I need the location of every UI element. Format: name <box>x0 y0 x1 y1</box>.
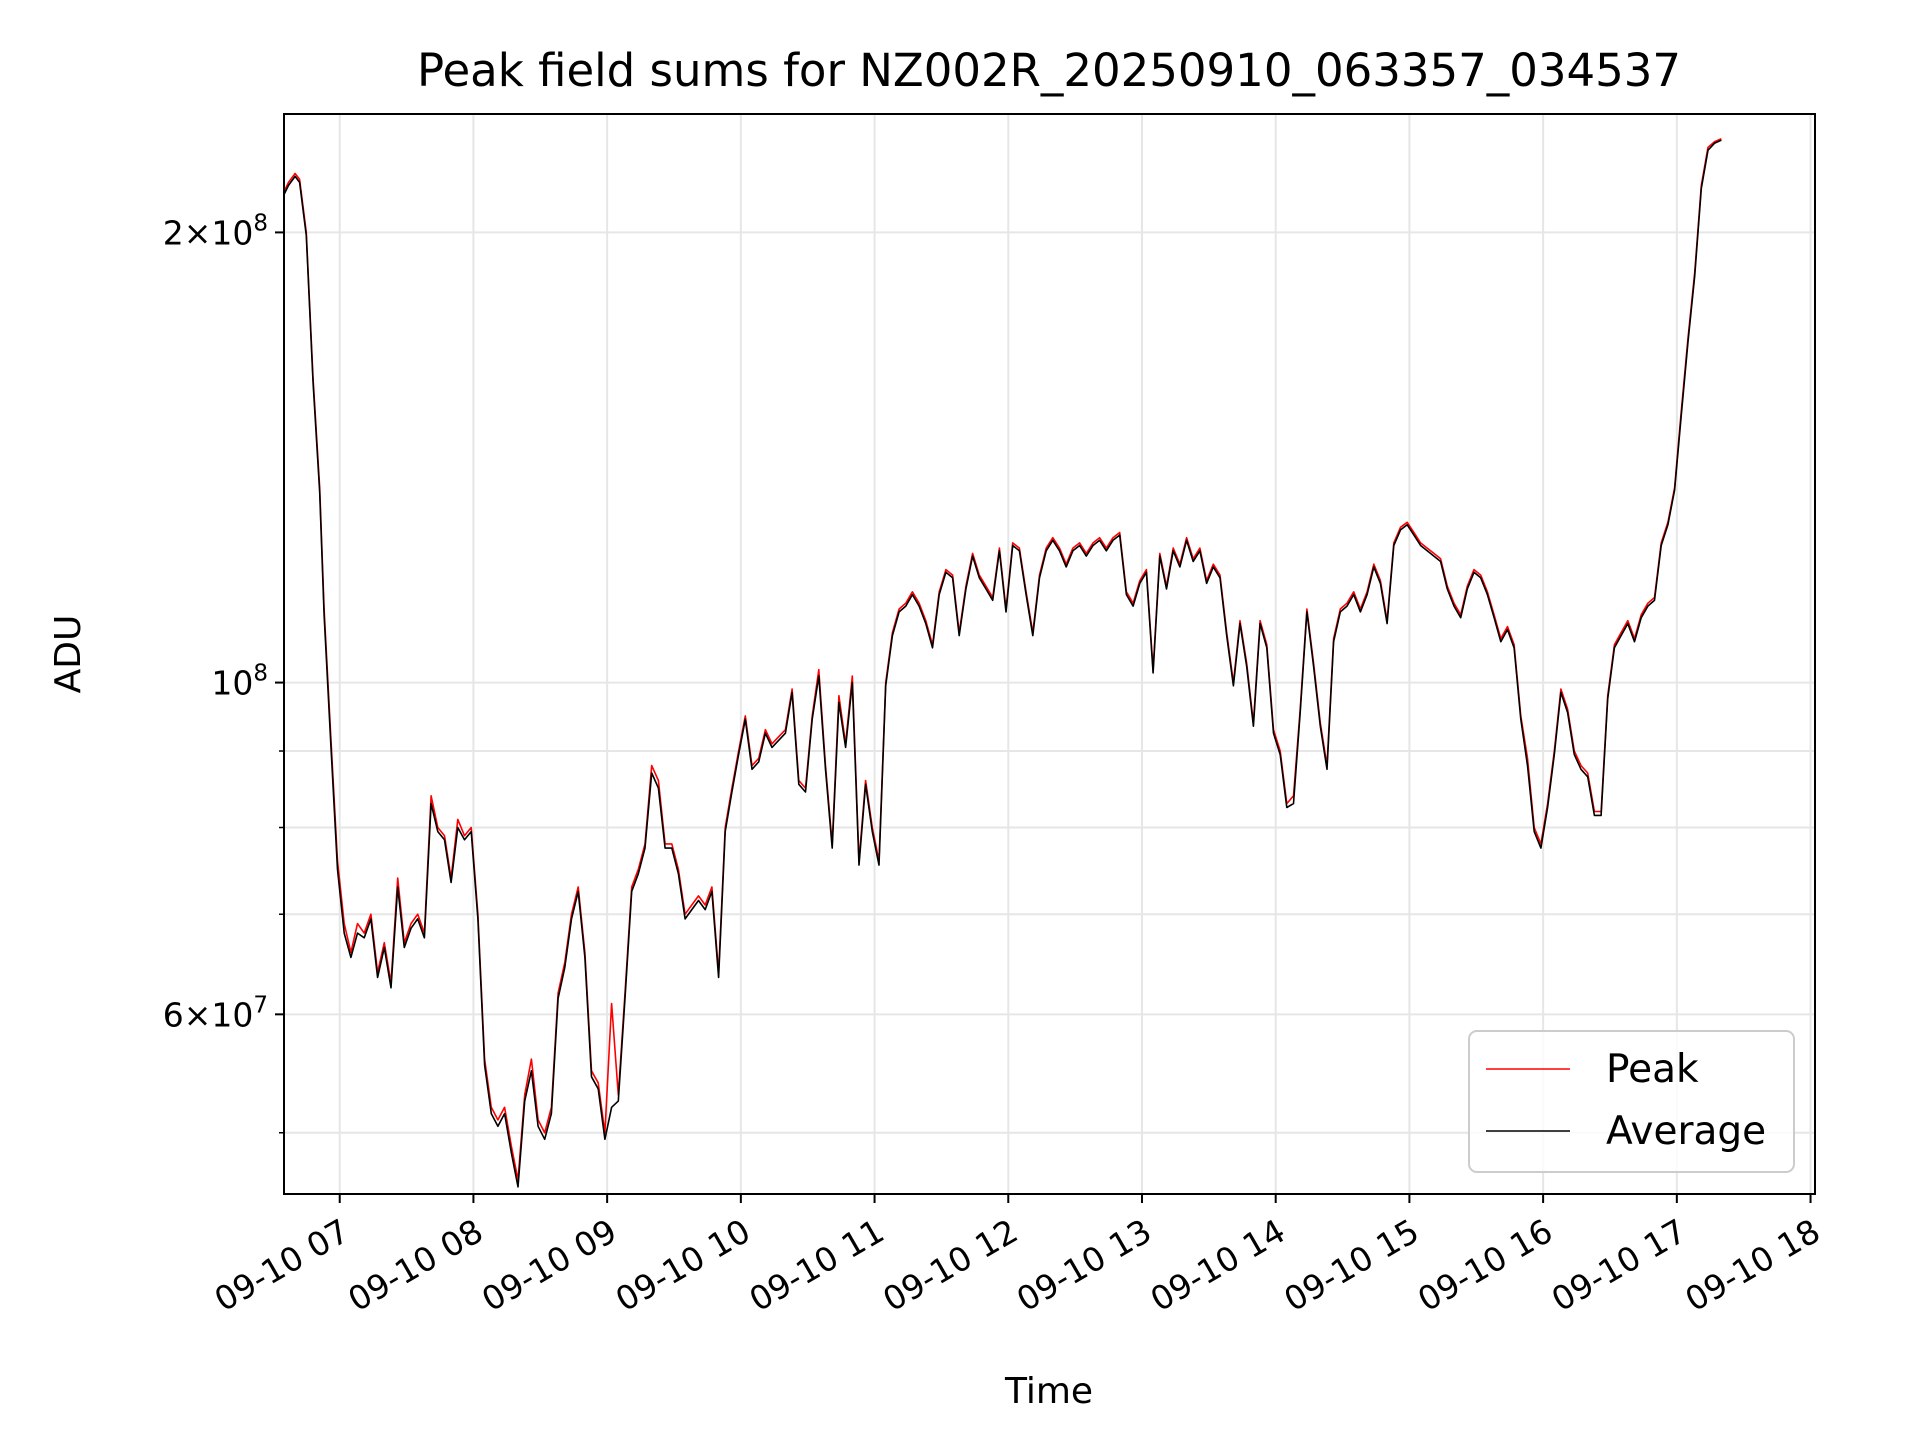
series-line-average <box>284 139 1722 1188</box>
y-tick-mantissa: 2×10 <box>163 213 254 252</box>
legend-peak-label: Peak <box>1606 1047 1699 1092</box>
y-tick-exponent: 8 <box>253 661 268 687</box>
y-tick-mantissa: 6×10 <box>163 995 254 1034</box>
legend-box <box>1468 1030 1795 1173</box>
y-tick-exponent: 8 <box>253 210 268 236</box>
y-tick-label: 6×107 <box>163 992 268 1034</box>
y-tick-mantissa: 10 <box>211 664 253 703</box>
y-axis-label: ADU <box>48 615 89 694</box>
series-layer <box>284 138 1722 1188</box>
chart-title: Peak field sums for NZ002R_20250910_0633… <box>417 44 1681 97</box>
grid <box>284 114 1815 1194</box>
y-tick-label: 2×108 <box>163 210 268 252</box>
x-axis-label: Time <box>1004 1371 1093 1412</box>
legend-average-label: Average <box>1606 1109 1766 1154</box>
y-tick-label: 108 <box>211 661 268 703</box>
legend: Peak Average <box>1468 1030 1795 1173</box>
plot-frame <box>283 113 1816 1195</box>
y-tick-exponent: 7 <box>253 992 268 1018</box>
